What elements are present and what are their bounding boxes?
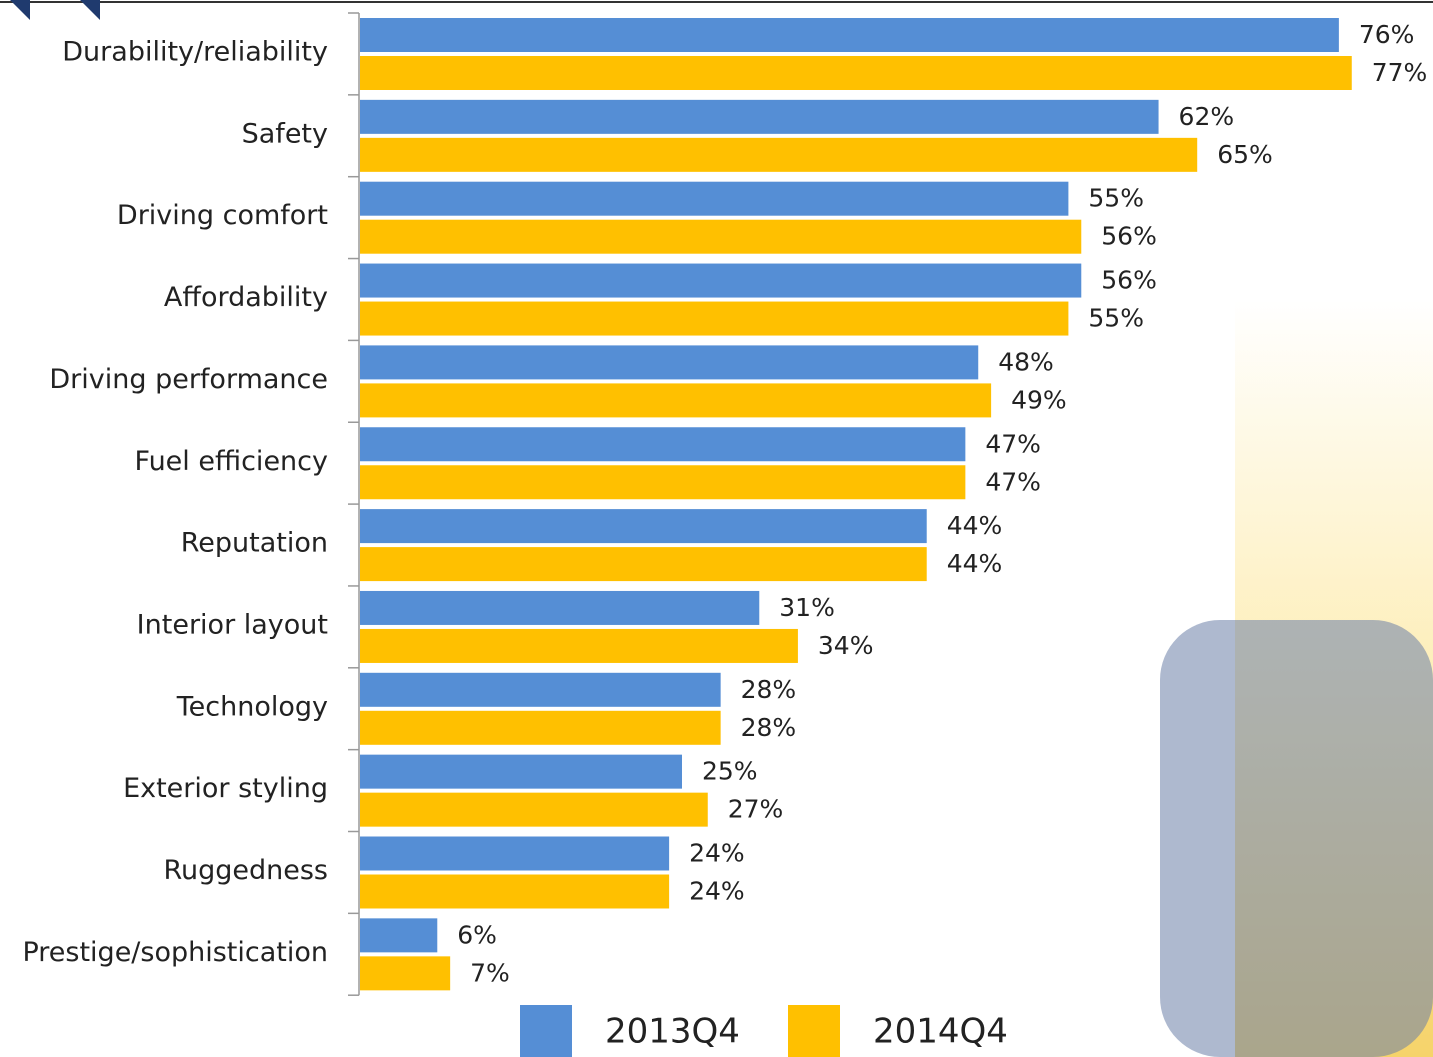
value-label: 34% [818, 631, 874, 660]
category-label: Driving performance [49, 364, 328, 395]
value-label: 49% [1011, 385, 1067, 414]
category-label: Technology [176, 691, 328, 722]
category-label: Prestige/sophistication [22, 937, 328, 968]
bar [360, 754, 682, 789]
value-label: 56% [1101, 266, 1157, 295]
category-label: Safety [242, 118, 328, 149]
value-label: 77% [1372, 58, 1428, 87]
bar [360, 672, 721, 707]
value-label: 27% [728, 795, 784, 824]
value-label: 47% [985, 467, 1041, 496]
bar [360, 836, 670, 871]
value-label: 56% [1101, 222, 1157, 251]
value-label: 55% [1088, 184, 1144, 213]
bar [360, 56, 1352, 90]
bar [360, 219, 1082, 254]
bar [360, 874, 670, 909]
value-label: 28% [741, 675, 797, 704]
bar [360, 509, 927, 544]
bar [360, 628, 798, 663]
value-label: 44% [947, 549, 1003, 578]
value-label: 47% [985, 429, 1041, 458]
bar [360, 99, 1159, 134]
bar [360, 792, 708, 827]
value-label: 24% [689, 877, 745, 906]
value-label: 62% [1179, 102, 1235, 131]
category-label: Interior layout [137, 609, 328, 640]
category-label: Exterior styling [123, 773, 328, 804]
bar [360, 427, 966, 462]
value-label: 76% [1359, 20, 1415, 49]
bar [360, 547, 927, 582]
legend-swatch [520, 1005, 572, 1057]
logo [10, 0, 100, 20]
category-label: Ruggedness [163, 855, 328, 886]
bar [360, 465, 966, 500]
value-label: 25% [702, 757, 758, 786]
bar [360, 301, 1069, 336]
legend-label: 2014Q4 [873, 1012, 1008, 1052]
category-label: Durability/reliability [62, 37, 328, 68]
bar [360, 18, 1339, 52]
value-label: 7% [470, 958, 510, 987]
bar [360, 956, 451, 991]
bar [360, 137, 1198, 172]
bar [360, 181, 1069, 216]
category-label: Driving comfort [117, 200, 328, 231]
bar [360, 918, 438, 953]
value-label: 55% [1088, 304, 1144, 333]
person-figure [1160, 620, 1433, 1057]
legend-label: 2013Q4 [605, 1012, 740, 1052]
value-label: 6% [457, 920, 497, 949]
category-label: Fuel efficiency [135, 446, 328, 477]
value-label: 44% [947, 511, 1003, 540]
bar [360, 263, 1082, 298]
bar [360, 590, 760, 625]
value-label: 28% [741, 713, 797, 742]
bar [360, 383, 992, 418]
bar [360, 710, 721, 745]
value-label: 24% [689, 839, 745, 868]
value-label: 48% [998, 347, 1054, 376]
category-label: Reputation [181, 528, 328, 559]
category-label: Affordability [164, 282, 328, 313]
value-label: 31% [779, 593, 835, 622]
value-label: 65% [1217, 140, 1273, 169]
bar [360, 345, 979, 380]
legend-swatch [788, 1005, 840, 1057]
